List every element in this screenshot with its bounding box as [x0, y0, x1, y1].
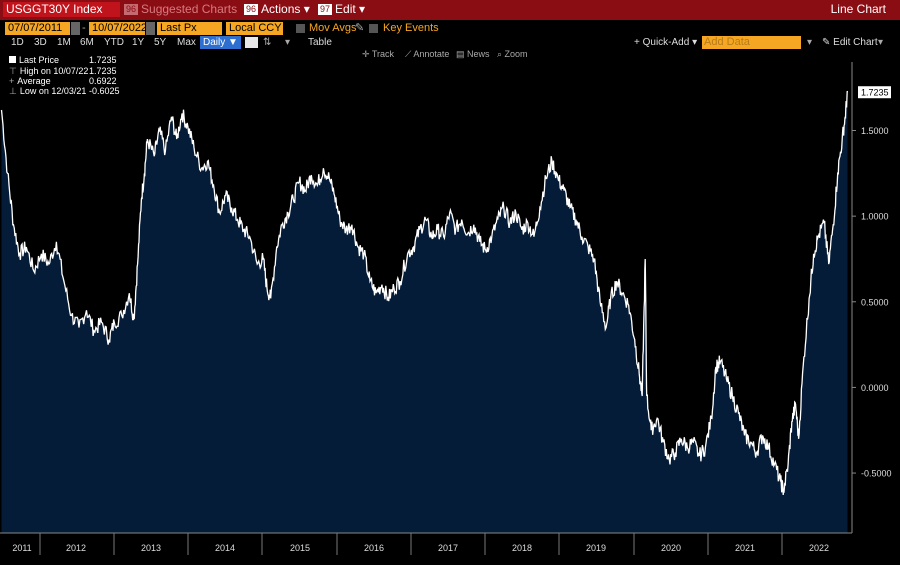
legend-label: Average — [17, 76, 51, 86]
x-tick-label: 2022 — [809, 543, 829, 553]
legend-box: Last Price 1.7235 ⊤ High on 10/07/22 1.72… — [9, 55, 124, 97]
news-tool[interactable]: ▤ News — [456, 49, 490, 59]
x-tick-label: 2011 — [12, 543, 31, 553]
edit-number: 97 — [318, 4, 333, 15]
period-3d[interactable]: 3D — [34, 37, 47, 48]
quick-add-button[interactable]: + Quick-Add ▾ — [634, 37, 698, 48]
y-tick-label: 0.5000 — [861, 297, 889, 307]
x-tick-label: 2013 — [141, 543, 161, 553]
pencil-icon[interactable]: ✎ — [355, 22, 365, 34]
table-button[interactable]: Table — [308, 37, 332, 48]
period-ytd[interactable]: YTD — [104, 37, 124, 48]
y-tick-label: 1.5000 — [861, 126, 889, 136]
period-row: 1D 3D 1M 6M YTD 1Y 5Y Max Daily ▼ ⇅ ▾ Ta… — [0, 36, 900, 49]
legend-label: High on 10/07/22 — [19, 66, 89, 76]
track-label: Track — [371, 49, 395, 59]
low-marker-icon: ⊥ — [9, 86, 17, 96]
line-style-icon[interactable] — [245, 37, 258, 48]
legend-high: ⊤ High on 10/07/22 — [9, 66, 88, 76]
header-bar: USGGT30Y Index 96 Suggested Charts 96 Acti… — [0, 0, 900, 20]
zoom-label: Zoom — [504, 49, 528, 59]
start-date-field[interactable]: 07/07/2011 — [5, 22, 70, 35]
annotate-tool[interactable]: ⟋ Annotate — [405, 49, 450, 59]
ticker-field[interactable]: USGGT30Y Index — [3, 2, 120, 17]
edit-label: Edit ▾ — [335, 2, 366, 16]
annotate-label: Annotate — [413, 49, 450, 59]
legend-last-price: Last Price — [9, 55, 59, 65]
area-fill — [1, 91, 848, 533]
x-tick-label: 2015 — [290, 543, 310, 553]
suggested-charts-label: Suggested Charts — [141, 2, 238, 16]
legend-label: Last Price — [19, 55, 60, 65]
x-tick-label: 2016 — [364, 543, 384, 553]
actions-label: Actions ▾ — [261, 2, 310, 16]
legend-value: -0.6025 — [89, 86, 120, 96]
zoom-tool[interactable]: ⌕ Zoom — [497, 49, 528, 59]
actions-menu[interactable]: 96 Actions ▾ — [244, 2, 310, 17]
start-calendar-icon[interactable] — [71, 22, 80, 35]
last-value-label: 1.7235 — [861, 88, 889, 98]
legend-value: 1.7235 — [89, 55, 117, 65]
edit-menu[interactable]: 97 Edit ▾ — [318, 2, 365, 17]
x-tick-label: 2012 — [66, 543, 86, 553]
suggested-charts-number: 96 — [124, 4, 139, 15]
x-tick-label: 2014 — [215, 543, 235, 553]
x-tick-label: 2019 — [586, 543, 606, 553]
x-tick-label: 2018 — [512, 543, 532, 553]
news-label: News — [467, 49, 490, 59]
x-tick-label: 2021 — [735, 543, 755, 553]
legend-swatch — [9, 56, 16, 63]
mov-avgs-label: Mov Avgs — [309, 22, 357, 34]
key-events-label: Key Events — [383, 22, 439, 34]
period-5y[interactable]: 5Y — [154, 37, 167, 48]
field-select[interactable]: Last Px — [157, 22, 222, 35]
legend-value: 1.7235 — [89, 66, 117, 76]
actions-number: 96 — [244, 4, 259, 15]
controls-row: 07/07/2011 - 10/07/2022 Last Px Local CC… — [0, 21, 900, 36]
y-tick-label: 0.0000 — [861, 383, 889, 393]
y-tick-label: 1.0000 — [861, 212, 889, 222]
period-1m[interactable]: 1M — [57, 37, 71, 48]
currency-select[interactable]: Local CCY — [226, 22, 283, 35]
chart-type-title: Line Chart — [830, 2, 886, 16]
legend-label: Low on 12/03/21 — [19, 86, 87, 96]
end-date-field[interactable]: 10/07/2022 — [89, 22, 147, 35]
period-1y[interactable]: 1Y — [132, 37, 145, 48]
x-tick-label: 2020 — [661, 543, 681, 553]
legend-low: ⊥ Low on 12/03/21 — [9, 86, 86, 96]
series-line — [0, 90, 849, 496]
y-tick-label: -0.5000 — [861, 469, 892, 479]
end-calendar-icon[interactable] — [146, 22, 155, 35]
mov-avgs-checkbox[interactable] — [296, 24, 305, 33]
chevron-down-icon[interactable]: ▾ — [285, 37, 291, 48]
sort-icon[interactable]: ⇅ — [263, 37, 272, 48]
last-value-marker — [858, 86, 891, 99]
period-1d[interactable]: 1D — [11, 37, 24, 48]
average-marker-icon: + — [9, 76, 15, 86]
legend-value: 0.6922 — [89, 76, 117, 86]
suggested-charts-menu[interactable]: 96 Suggested Charts — [124, 2, 237, 17]
settings-chevron-icon[interactable]: ▾ — [878, 37, 884, 48]
period-max[interactable]: Max — [177, 37, 196, 48]
frequency-select[interactable]: Daily ▼ — [200, 36, 241, 49]
date-separator: - — [82, 22, 86, 34]
chevron-down-icon[interactable]: ▾ — [807, 37, 813, 48]
period-6m[interactable]: 6M — [80, 37, 94, 48]
edit-chart-button[interactable]: ✎ Edit Chart — [822, 37, 878, 48]
key-events-checkbox[interactable] — [369, 24, 378, 33]
track-tool[interactable]: ✛ Track — [362, 49, 395, 59]
high-marker-icon: ⊤ — [9, 66, 17, 76]
legend-average: + Average — [9, 76, 51, 86]
x-tick-label: 2017 — [438, 543, 458, 553]
add-data-input[interactable]: Add Data — [702, 36, 801, 49]
